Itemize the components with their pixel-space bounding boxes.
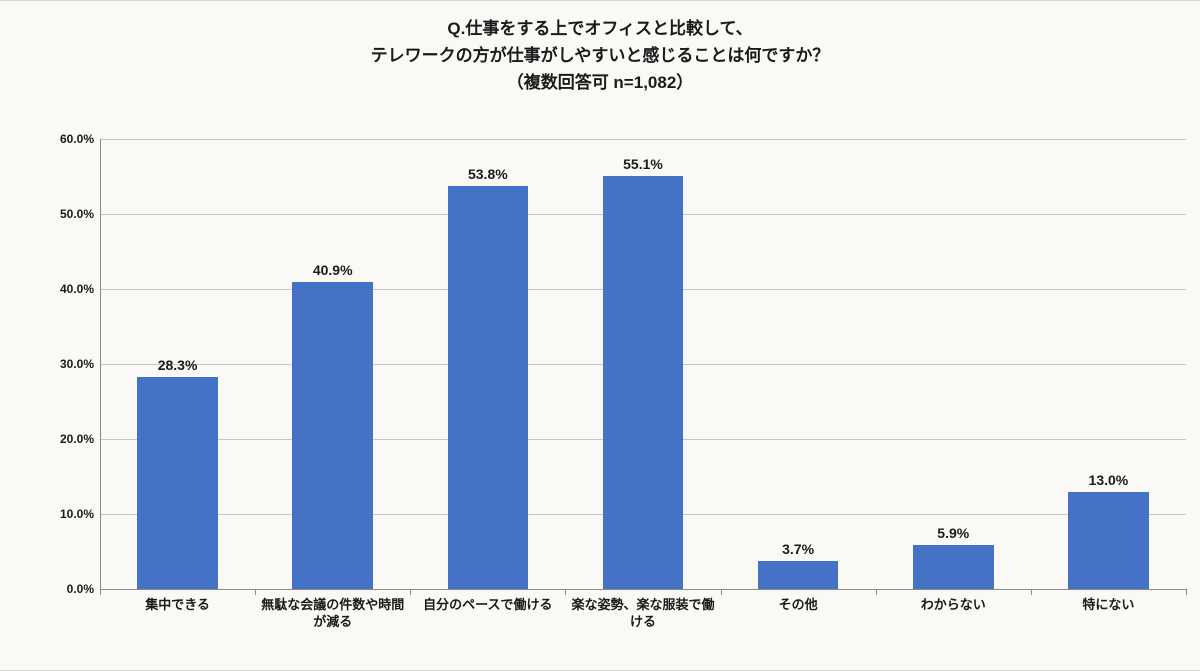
x-tick xyxy=(410,589,411,595)
x-category-label: 特にない xyxy=(1031,597,1186,614)
bar-value-label: 3.7% xyxy=(782,541,814,557)
bar: 5.9% xyxy=(913,545,994,589)
y-tick-label: 10.0% xyxy=(60,507,100,521)
bar-slot: 40.9% xyxy=(255,139,410,589)
x-tick xyxy=(876,589,877,595)
bar-value-label: 53.8% xyxy=(468,166,508,182)
bar-value-label: 40.9% xyxy=(313,262,353,278)
x-tick xyxy=(255,589,256,595)
x-tick xyxy=(565,589,566,595)
bar-slot: 53.8% xyxy=(410,139,565,589)
bar: 28.3% xyxy=(137,377,218,589)
title-line-3: （複数回答可 n=1,082） xyxy=(0,69,1200,96)
bar: 3.7% xyxy=(758,561,839,589)
bar-value-label: 55.1% xyxy=(623,156,663,172)
y-tick-label: 20.0% xyxy=(60,432,100,446)
x-category-label: 無駄な会議の件数や時間が減る xyxy=(255,597,410,631)
bar-slot: 55.1% xyxy=(565,139,720,589)
y-tick-label: 60.0% xyxy=(60,132,100,146)
x-tick xyxy=(1186,589,1187,595)
x-category-label: 集中できる xyxy=(100,597,255,614)
bar-value-label: 28.3% xyxy=(158,357,198,373)
title-line-1: Q.仕事をする上でオフィスと比較して、 xyxy=(0,15,1200,42)
y-tick-label: 40.0% xyxy=(60,282,100,296)
x-tick xyxy=(721,589,722,595)
bar-slot: 5.9% xyxy=(876,139,1031,589)
x-tick xyxy=(1031,589,1032,595)
chart-container: Q.仕事をする上でオフィスと比較して、 テレワークの方が仕事がしやすいと感じるこ… xyxy=(0,0,1200,671)
bar: 53.8% xyxy=(448,186,529,590)
bar-slot: 3.7% xyxy=(721,139,876,589)
title-line-2: テレワークの方が仕事がしやすいと感じることは何ですか？ xyxy=(0,42,1200,69)
bar-value-label: 5.9% xyxy=(937,525,969,541)
plot-area: 0.0%10.0%20.0%30.0%40.0%50.0%60.0%28.3%集… xyxy=(100,139,1186,589)
chart-title: Q.仕事をする上でオフィスと比較して、 テレワークの方が仕事がしやすいと感じるこ… xyxy=(0,1,1200,97)
bar: 55.1% xyxy=(603,176,684,589)
x-category-label: わからない xyxy=(876,597,1031,614)
bar-slot: 13.0% xyxy=(1031,139,1186,589)
x-category-label: 楽な姿勢、楽な服装で働ける xyxy=(565,597,720,631)
y-tick-label: 30.0% xyxy=(60,357,100,371)
y-tick-label: 0.0% xyxy=(67,582,100,596)
bar-slot: 28.3% xyxy=(100,139,255,589)
x-category-label: 自分のペースで働ける xyxy=(410,597,565,614)
gridline xyxy=(100,589,1186,590)
bar: 13.0% xyxy=(1068,492,1149,590)
x-category-label: その他 xyxy=(721,597,876,614)
bar-value-label: 13.0% xyxy=(1089,472,1129,488)
y-tick-label: 50.0% xyxy=(60,207,100,221)
x-tick xyxy=(100,589,101,595)
bar: 40.9% xyxy=(292,282,373,589)
